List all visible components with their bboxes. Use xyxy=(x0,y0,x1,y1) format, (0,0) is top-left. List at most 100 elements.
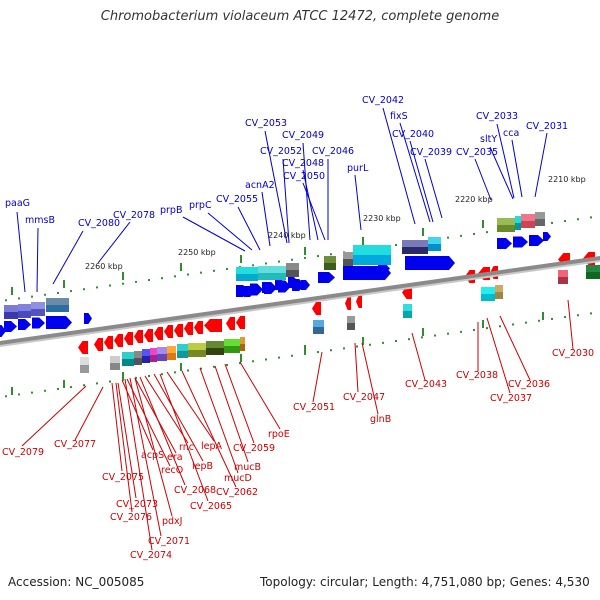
ruler-dot xyxy=(174,275,176,278)
reverse-gene-arrow xyxy=(154,327,163,340)
forward-gene-label: CV_2046 xyxy=(312,146,354,157)
forward-gene-label: prpC xyxy=(189,200,212,211)
ruler-dot xyxy=(499,325,501,328)
block-top xyxy=(206,341,224,348)
reverse-feature-block xyxy=(167,346,176,360)
forward-gene-label: CV_2078 xyxy=(113,210,155,221)
block-bottom xyxy=(18,311,31,318)
reverse-leader-line xyxy=(144,375,189,444)
block-bottom xyxy=(586,272,600,279)
reverse-leader-line xyxy=(21,385,87,447)
block-top xyxy=(46,298,69,305)
ruler-dot xyxy=(213,269,215,272)
forward-leader-line xyxy=(511,139,523,198)
forward-gene-arrow xyxy=(378,263,390,274)
reverse-leader-line xyxy=(134,377,173,517)
reverse-gene-arrow xyxy=(164,325,173,338)
block-bottom xyxy=(134,358,142,365)
scale-label: 2220 kbp xyxy=(455,195,493,204)
length-value: 4,751,080 bp xyxy=(421,575,502,589)
block-bottom xyxy=(46,305,69,312)
block-top xyxy=(324,256,336,263)
ruler-dot xyxy=(18,297,20,300)
reverse-feature-block xyxy=(558,270,568,284)
ruler-dot xyxy=(18,393,20,396)
forward-leader-line xyxy=(496,123,515,199)
forward-gene-arrow xyxy=(352,268,364,279)
reverse-feature-block xyxy=(495,285,503,299)
block-top xyxy=(353,245,391,255)
ruler-dot xyxy=(421,336,423,339)
block-top xyxy=(236,267,258,274)
ruler-dot xyxy=(486,231,488,234)
forward-gene-arrow xyxy=(529,235,544,246)
ruler-dot xyxy=(330,253,332,256)
ruler-dot xyxy=(590,312,592,315)
block-top xyxy=(343,252,353,259)
reverse-gene-label: CV_2075 xyxy=(102,472,144,483)
reverse-gene-label: CV_2062 xyxy=(216,487,258,498)
reverse-gene-label: rpoE xyxy=(268,429,290,440)
forward-gene-label: CV_2055 xyxy=(216,194,258,205)
reverse-leader-line xyxy=(214,365,249,463)
forward-leader-line xyxy=(207,212,253,251)
ruler-dot xyxy=(70,290,72,293)
reverse-gene-arrow xyxy=(312,302,321,315)
reverse-gene-label: CV_2036 xyxy=(508,379,550,390)
ruler-dot xyxy=(304,352,306,355)
ruler-dot xyxy=(330,349,332,352)
block-bottom xyxy=(403,311,412,318)
scale-label: 2260 kbp xyxy=(85,262,123,271)
reverse-gene-label: rnc xyxy=(179,442,194,453)
block-top xyxy=(497,218,515,225)
block-bottom xyxy=(515,223,521,230)
block-top xyxy=(80,357,89,365)
block-top xyxy=(4,305,18,312)
forward-gene-label: CV_2042 xyxy=(362,95,404,106)
ruler-dot xyxy=(291,354,293,357)
block-bottom xyxy=(313,327,324,334)
reverse-gene-arrow xyxy=(184,322,193,335)
forward-gene-arrow xyxy=(288,277,299,288)
forward-leader-line xyxy=(16,211,26,293)
ruler-dot xyxy=(278,356,280,359)
reverse-feature-block xyxy=(80,357,89,373)
ruler-dot xyxy=(252,264,254,267)
topology-label: Topology: xyxy=(260,575,317,589)
ruler-dot xyxy=(382,341,384,344)
block-bottom xyxy=(188,350,206,357)
block-top xyxy=(31,302,45,309)
ruler-dot xyxy=(486,327,488,330)
reverse-gene-label: CV_2077 xyxy=(54,439,96,450)
genes-label: Genes: xyxy=(509,575,552,589)
forward-leader-line xyxy=(489,146,514,200)
ruler-dot xyxy=(57,291,59,294)
ruler-dot xyxy=(356,345,358,348)
block-top xyxy=(258,266,286,273)
reverse-gene-label: CV_2037 xyxy=(490,393,532,404)
forward-gene-label: paaG xyxy=(5,198,30,209)
reverse-gene-label: CV_2051 xyxy=(293,402,335,413)
forward-leader-line xyxy=(52,230,84,285)
reverse-gene-arrow xyxy=(345,297,351,310)
reverse-gene-label: CV_2079 xyxy=(2,447,44,458)
forward-leader-line xyxy=(36,227,39,293)
ruler-dot xyxy=(70,386,72,389)
ruler-dot xyxy=(343,347,345,350)
block-top xyxy=(347,316,355,323)
block-bottom xyxy=(258,273,286,280)
forward-leader-line xyxy=(264,130,288,244)
block-bottom xyxy=(177,351,188,358)
length-label: Length: xyxy=(372,575,418,589)
ruler-dot xyxy=(148,375,150,378)
forward-feature-block xyxy=(258,266,286,280)
reverse-gene-label: glnB xyxy=(370,414,391,425)
ruler-dot xyxy=(109,284,111,287)
reverse-feature-block xyxy=(177,344,188,358)
ruler-dot xyxy=(447,236,449,239)
ruler-dot xyxy=(460,234,462,237)
reverse-gene-label: CV_2071 xyxy=(148,536,190,547)
ruler-dot xyxy=(590,216,592,219)
forward-gene-arrow xyxy=(244,286,255,297)
block-bottom xyxy=(236,274,258,281)
